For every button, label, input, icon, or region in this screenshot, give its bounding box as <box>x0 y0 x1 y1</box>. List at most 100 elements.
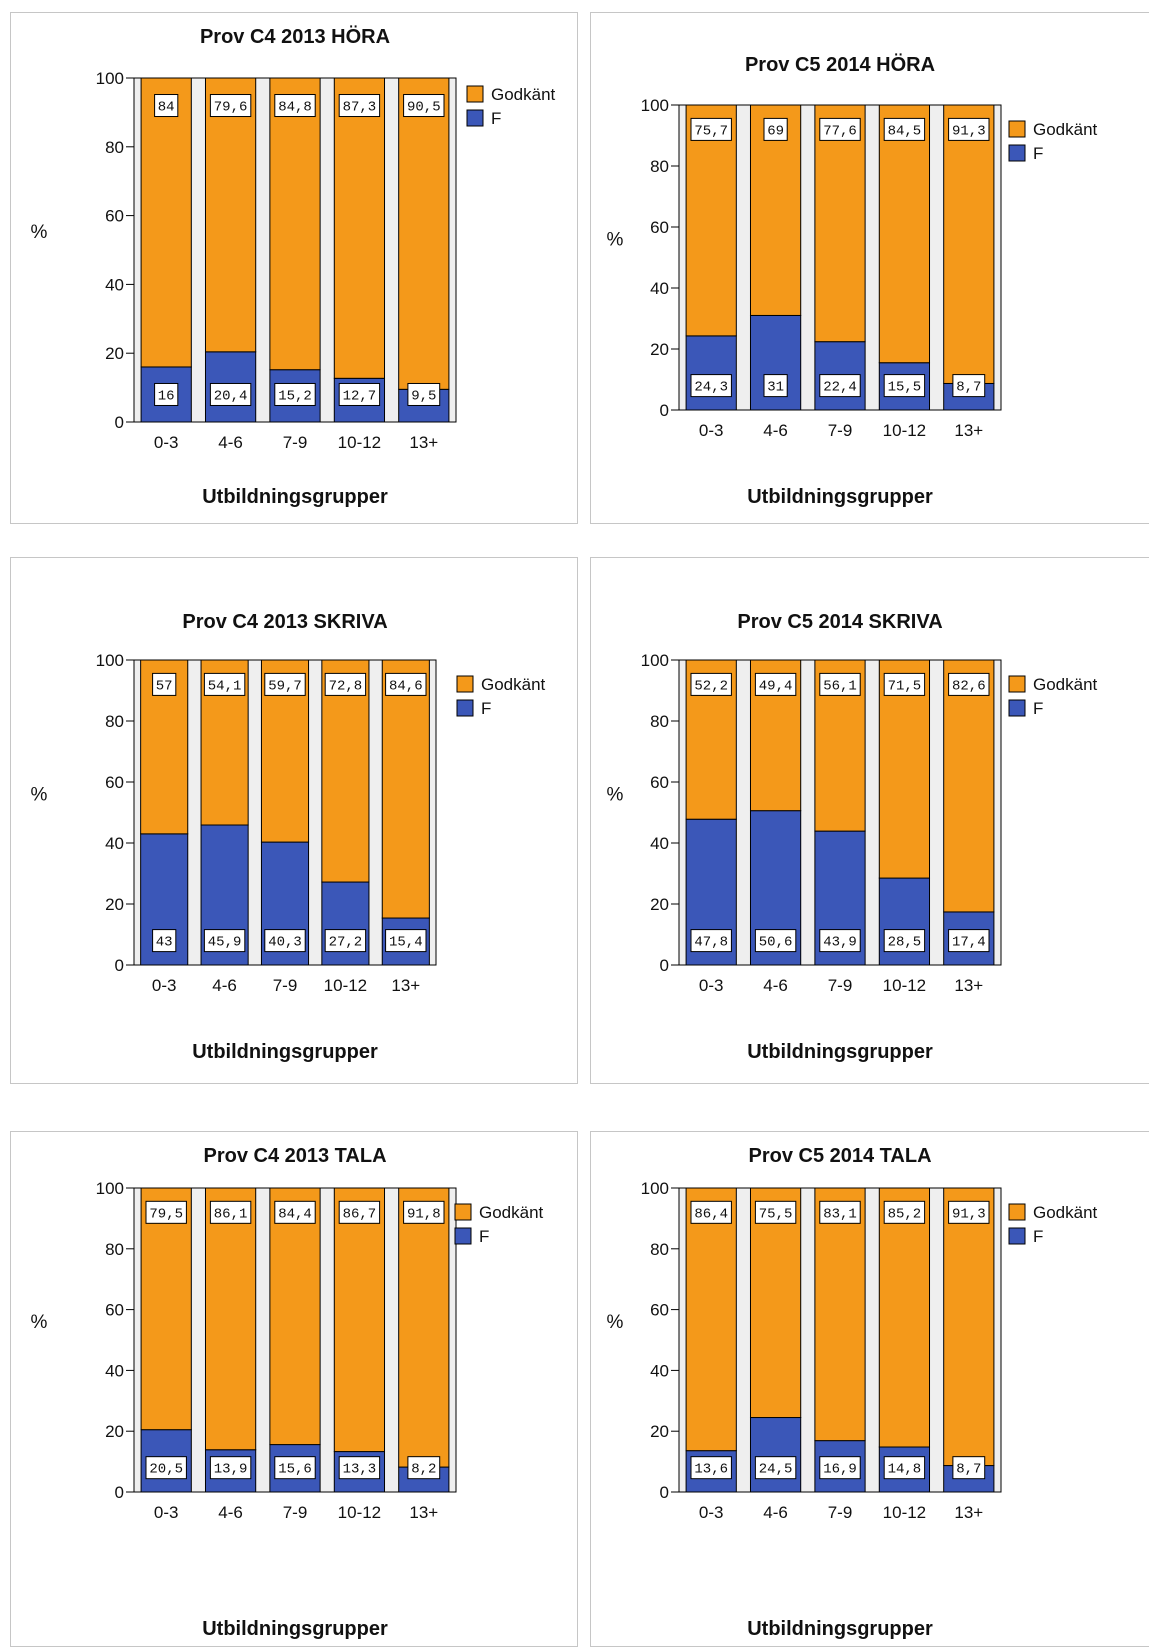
data-label-godkant-10-12-box <box>883 672 926 696</box>
bar-godkant-13 <box>943 1187 995 1467</box>
data-label-godkant-13-box <box>403 94 445 118</box>
data-label-godkant-7-9-box <box>264 672 306 696</box>
data-label-godkant-7-9-box <box>274 1200 316 1224</box>
data-label-godkant-7-9-box <box>819 672 861 696</box>
y-tick-label: 0 <box>660 956 669 975</box>
data-label-godkant-4-6: 75,5 <box>759 1206 793 1222</box>
data-label-godkant-0-3: 57 <box>156 678 173 694</box>
x-axis-label: Utbildningsgrupper <box>747 1618 933 1640</box>
bar-godkant-7-9 <box>269 77 321 371</box>
data-label-f-0-3: 20,5 <box>149 1462 183 1478</box>
legend-swatch-f <box>456 699 474 717</box>
y-tick-label: 80 <box>650 712 669 731</box>
data-label-f-0-3: 43 <box>156 935 173 951</box>
data-label-f-4-6: 20,4 <box>214 388 248 404</box>
data-label-f-7-9-box <box>819 374 861 398</box>
legend-swatch-f <box>454 1227 472 1245</box>
data-label-godkant-13: 91,3 <box>952 1206 986 1222</box>
data-label-godkant-13: 82,6 <box>952 678 986 694</box>
data-label-f-13-box <box>407 382 441 406</box>
data-label-godkant-10-12-box <box>338 1200 381 1224</box>
x-tick-label: 10-12 <box>883 976 926 995</box>
legend-label-f: F <box>479 1227 489 1246</box>
data-label-godkant-13-box <box>948 117 990 141</box>
legend-label-f: F <box>481 699 491 718</box>
y-tick-label: 20 <box>650 895 669 914</box>
chart-panel-c4-2013-skriva: Prov C4 2013 SKRIVA 0 20 40 60 80 100% 57 43 0-3 5… <box>10 557 578 1084</box>
data-label-f-10-12-box <box>883 929 926 953</box>
chart-panel-c4-2013-hora: Prov C4 2013 HÖRA 0 20 40 60 80 100% 84 16 0-3 79,… <box>10 12 578 524</box>
chart-title: Prov C4 2013 SKRIVA <box>182 611 387 633</box>
data-label-godkant-10-12: 72,8 <box>329 678 363 694</box>
data-label-godkant-10-12-box <box>338 94 381 118</box>
x-tick-label: 4-6 <box>218 1503 243 1522</box>
bar-godkant-10-12 <box>878 659 931 879</box>
chart-c5-2014-skriva: Prov C5 2014 SKRIVA 0 20 40 60 80 100% 52,2 47,8… <box>607 611 1098 1063</box>
y-tick-label: 80 <box>105 138 124 157</box>
chart-panel-c4-2013-tala: Prov C4 2013 TALA 0 20 40 60 80 100% 79,5 20,5 0-… <box>10 1131 578 1647</box>
x-tick-label: 4-6 <box>212 976 237 995</box>
y-tick-label: 100 <box>641 1179 669 1198</box>
chart-c5-2014-tala: Prov C5 2014 TALA 0 20 40 60 80 100% 86,4 13,6 0-… <box>607 1145 1098 1640</box>
bar-godkant-4-6 <box>204 77 257 353</box>
data-label-f-0-3: 16 <box>158 388 175 404</box>
data-label-f-0-3-box <box>145 1456 187 1480</box>
data-label-f-13: 8,2 <box>411 1462 436 1478</box>
data-label-f-4-6: 13,9 <box>214 1462 248 1478</box>
y-tick-label: 100 <box>641 651 669 670</box>
data-label-f-13-box <box>948 929 990 953</box>
chart-c5-2014-hora: Prov C5 2014 HÖRA 0 20 40 60 80 100% 75,7 24,3 0-… <box>607 53 1098 508</box>
data-label-f-4-6-box <box>209 1456 252 1480</box>
legend-swatch-godkant <box>1008 120 1026 138</box>
y-tick-label: 100 <box>96 651 124 670</box>
x-tick-label: 7-9 <box>828 976 853 995</box>
x-tick-label: 10-12 <box>883 421 926 440</box>
y-axis-label: % <box>31 1312 48 1333</box>
data-label-godkant-7-9: 84,8 <box>278 100 312 116</box>
data-label-godkant-13-box <box>385 672 427 696</box>
data-label-godkant-10-12-box <box>883 1200 926 1224</box>
legend-label-f: F <box>1033 699 1043 718</box>
data-label-godkant-10-12: 86,7 <box>343 1206 377 1222</box>
data-label-f-7-9: 15,2 <box>278 388 312 404</box>
y-tick-label: 80 <box>105 1240 124 1259</box>
x-tick-label: 10-12 <box>338 433 381 452</box>
bar-godkant-10-12 <box>333 1187 386 1453</box>
legend-swatch-f <box>1008 1227 1026 1245</box>
bar-godkant-7-9 <box>814 104 866 343</box>
data-label-f-13: 17,4 <box>952 935 986 951</box>
y-tick-label: 80 <box>650 1240 669 1259</box>
y-tick-label: 40 <box>650 279 669 298</box>
data-label-f-10-12-box <box>338 382 381 406</box>
data-label-godkant-7-9: 56,1 <box>823 678 857 694</box>
legend-swatch-f <box>1008 144 1026 162</box>
data-label-f-7-9: 43,9 <box>823 935 857 951</box>
data-label-f-10-12-box <box>338 1456 381 1480</box>
x-tick-label: 4-6 <box>763 1503 788 1522</box>
legend-swatch-godkant <box>1008 675 1026 693</box>
data-label-godkant-0-3: 52,2 <box>694 678 728 694</box>
data-label-f-10-12: 13,3 <box>343 1462 377 1478</box>
chart-title: Prov C5 2014 TALA <box>748 1145 931 1167</box>
data-label-godkant-7-9: 77,6 <box>823 123 857 139</box>
data-label-f-0-3-box <box>690 1456 732 1480</box>
chart-c4-2013-tala: Prov C4 2013 TALA 0 20 40 60 80 100% 79,5 20,5 0-… <box>31 1145 544 1640</box>
y-tick-label: 40 <box>105 1361 124 1380</box>
data-label-godkant-13: 91,8 <box>407 1206 441 1222</box>
data-label-f-4-6-box <box>209 382 252 406</box>
x-tick-label: 10-12 <box>324 976 367 995</box>
bar-godkant-4-6 <box>749 1187 802 1419</box>
data-label-f-4-6-box <box>754 1456 797 1480</box>
y-axis-label: % <box>607 785 624 806</box>
y-tick-label: 60 <box>105 773 124 792</box>
y-tick-label: 100 <box>641 96 669 115</box>
data-label-godkant-13-box <box>948 672 990 696</box>
bar-godkant-13 <box>943 104 995 384</box>
x-tick-label: 4-6 <box>218 433 243 452</box>
y-tick-label: 40 <box>650 1361 669 1380</box>
data-label-f-7-9: 40,3 <box>268 935 302 951</box>
data-label-godkant-10-12-box <box>324 672 367 696</box>
y-tick-label: 60 <box>650 218 669 237</box>
data-label-f-10-12: 14,8 <box>888 1462 922 1478</box>
x-tick-label: 10-12 <box>883 1503 926 1522</box>
